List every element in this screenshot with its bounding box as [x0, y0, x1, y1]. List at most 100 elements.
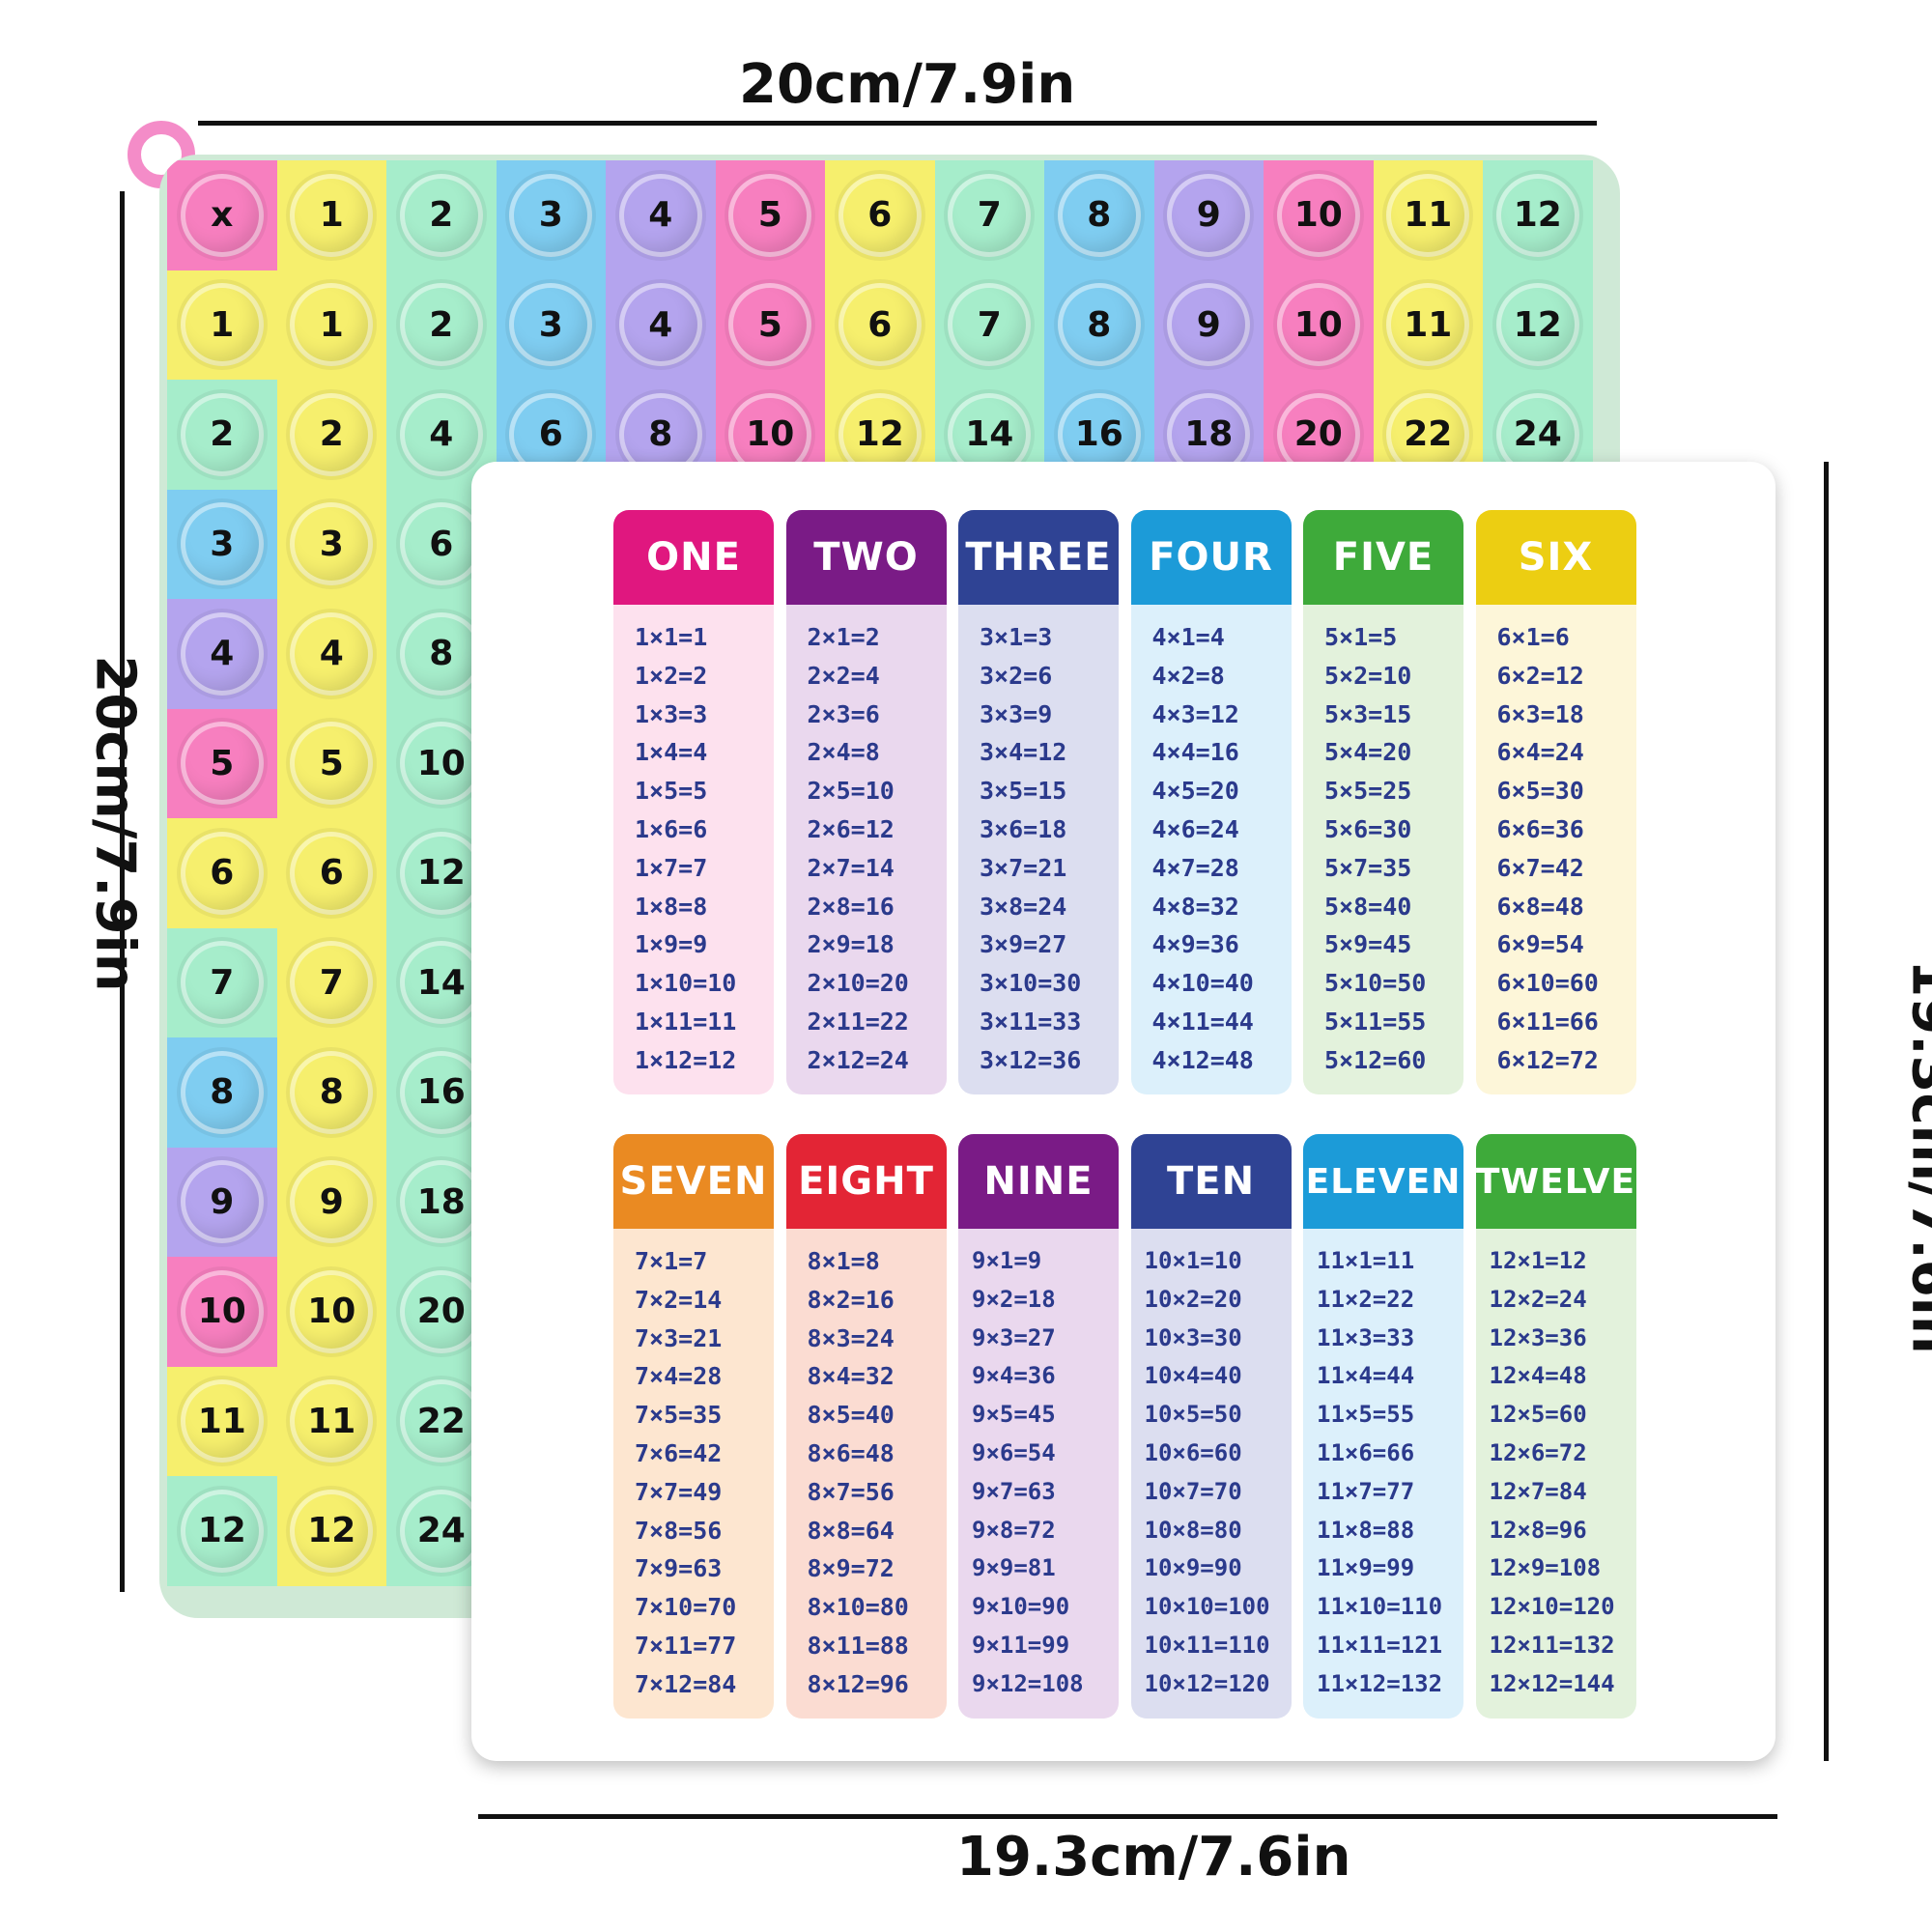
multiplication-fact: 7×5=35	[635, 1401, 723, 1430]
multiplication-fact: 7×8=56	[635, 1516, 723, 1545]
pop-bubble[interactable]: 7	[948, 173, 1032, 257]
pop-bubble[interactable]: 5	[180, 722, 264, 806]
pop-bubble[interactable]: 5	[290, 722, 374, 806]
pop-bubble[interactable]: 12	[290, 1489, 374, 1573]
multiplication-fact: 1×4=4	[635, 738, 708, 767]
multiplication-fact: 8×8=64	[807, 1516, 895, 1545]
table-title: FOUR	[1130, 510, 1292, 605]
pop-bubble[interactable]: 10	[1276, 173, 1360, 257]
pop-bubble[interactable]: 11	[290, 1379, 374, 1463]
pop-bubble[interactable]: 1	[290, 283, 374, 367]
board-cell-r6-c0: 6	[167, 818, 277, 928]
pop-bubble[interactable]: 4	[399, 392, 483, 476]
multiplication-fact: 4×10=40	[1151, 969, 1254, 998]
pop-bubble[interactable]: 11	[1386, 173, 1470, 257]
pop-bubble[interactable]: 8	[1057, 173, 1141, 257]
multiplication-fact: 3×4=12	[980, 738, 1067, 767]
pop-bubble[interactable]: 12	[1495, 283, 1579, 367]
pop-bubble[interactable]: 2	[290, 392, 374, 476]
pop-bubble[interactable]: 12	[1495, 173, 1579, 257]
multiplication-fact: 1×10=10	[635, 969, 737, 998]
board-cell-r2-c0: 2	[167, 380, 277, 490]
multiplication-fact: 6×7=42	[1496, 853, 1584, 882]
pop-bubble[interactable]: 1	[180, 283, 264, 367]
pop-bubble[interactable]: 3	[290, 502, 374, 586]
pop-bubble[interactable]: 10	[1276, 283, 1360, 367]
pop-bubble[interactable]: 9	[1167, 283, 1251, 367]
pop-bubble[interactable]: 22	[399, 1379, 483, 1463]
pop-bubble[interactable]: 3	[509, 283, 593, 367]
pop-bubble[interactable]: 4	[618, 283, 702, 367]
pop-bubble[interactable]: 20	[399, 1269, 483, 1353]
pop-bubble[interactable]: 4	[180, 611, 264, 696]
multiplication-fact: 4×12=48	[1151, 1045, 1254, 1074]
multiplication-fact: 3×2=6	[980, 661, 1053, 690]
pop-bubble[interactable]: 14	[399, 941, 483, 1025]
pop-bubble[interactable]: 6	[290, 831, 374, 915]
pop-bubble[interactable]: 8	[399, 611, 483, 696]
pop-bubble[interactable]: 9	[180, 1160, 264, 1244]
multiplication-fact: 11×3=33	[1317, 1323, 1415, 1351]
multiplication-fact: 12×12=144	[1489, 1669, 1615, 1697]
pop-bubble[interactable]: 5	[728, 283, 812, 367]
pop-bubble[interactable]: 4	[618, 173, 702, 257]
multiplication-fact: 11×10=110	[1317, 1593, 1443, 1621]
pop-bubble[interactable]: 7	[290, 941, 374, 1025]
pop-bubble[interactable]: 6	[838, 173, 922, 257]
pop-bubble[interactable]: 6	[838, 283, 922, 367]
multiplication-fact: 9×6=54	[972, 1438, 1056, 1466]
multiplication-fact: 3×3=9	[980, 699, 1053, 728]
pop-bubble[interactable]: 12	[399, 831, 483, 915]
pop-bubble[interactable]: 2	[399, 283, 483, 367]
pop-bubble[interactable]: 1	[290, 173, 374, 257]
pop-bubble[interactable]: 9	[290, 1160, 374, 1244]
multiplication-fact: 8×1=8	[807, 1247, 880, 1275]
multiplication-fact: 8×3=24	[807, 1323, 895, 1352]
pop-bubble[interactable]: 4	[290, 611, 374, 696]
pop-bubble[interactable]: 12	[180, 1489, 264, 1573]
board-cell-r11-c1: 11	[276, 1366, 386, 1476]
multiplication-fact: 7×4=28	[635, 1362, 723, 1391]
multiplication-fact: 6×4=24	[1496, 738, 1584, 767]
table-facts: 9×1=9 9×2=18 9×3=27 9×4=36 9×5=45 9×6=54 9×7=6…	[958, 1229, 1119, 1719]
pop-bubble[interactable]: 10	[290, 1269, 374, 1353]
multiplication-fact: 9×11=99	[972, 1631, 1070, 1659]
pop-bubble[interactable]: 9	[1167, 173, 1251, 257]
pop-bubble[interactable]: 18	[399, 1160, 483, 1244]
table-title: TWELVE	[1475, 1134, 1636, 1229]
multiplication-fact: 8×7=56	[807, 1477, 895, 1506]
pop-bubble[interactable]: 10	[180, 1269, 264, 1353]
pop-bubble[interactable]: 3	[509, 173, 593, 257]
table-facts: 3×1=3 3×2=6 3×3=9 3×4=12 3×5=15 3×6=18 3×7=21 3…	[958, 605, 1119, 1094]
pop-bubble[interactable]: 2	[180, 392, 264, 476]
pop-bubble[interactable]: 3	[180, 502, 264, 586]
pop-bubble[interactable]: 8	[1057, 283, 1141, 367]
pop-bubble[interactable]: 7	[180, 941, 264, 1025]
multiplication-fact: 8×6=48	[807, 1438, 895, 1467]
multiplication-fact: 12×1=12	[1489, 1247, 1587, 1274]
pop-bubble[interactable]: 6	[180, 831, 264, 915]
pop-bubble[interactable]: 24	[399, 1489, 483, 1573]
pop-bubble[interactable]: 7	[948, 283, 1032, 367]
multiplication-fact: 4×3=12	[1151, 699, 1239, 728]
pop-bubble[interactable]: 11	[180, 1379, 264, 1463]
multiplication-fact: 2×4=8	[807, 738, 880, 767]
pop-bubble[interactable]: 8	[290, 1050, 374, 1134]
pop-bubble[interactable]: 6	[399, 502, 483, 586]
multiplication-fact: 9×7=63	[972, 1477, 1056, 1505]
pop-bubble[interactable]: 10	[399, 722, 483, 806]
pop-bubble[interactable]: x	[180, 173, 264, 257]
multiplication-fact: 11×1=11	[1317, 1247, 1415, 1274]
pop-bubble[interactable]: 5	[728, 173, 812, 257]
pop-bubble[interactable]: 8	[180, 1050, 264, 1134]
pop-bubble[interactable]: 2	[399, 173, 483, 257]
table-title: SIX	[1475, 510, 1636, 605]
times-table-six: SIX 6×1=6 6×2=12 6×3=18 6×4=24 6×5=30 6×6=36 6×…	[1475, 510, 1636, 1094]
pop-bubble[interactable]: 11	[1386, 283, 1470, 367]
multiplication-fact: 7×2=14	[635, 1285, 723, 1314]
pop-bubble[interactable]: 16	[399, 1050, 483, 1134]
board-cell-r0-c7: 7	[934, 160, 1044, 270]
board-cell-r1-c1: 1	[276, 270, 386, 380]
multiplication-fact: 2×6=12	[807, 814, 895, 843]
multiplication-fact: 1×2=2	[635, 661, 708, 690]
